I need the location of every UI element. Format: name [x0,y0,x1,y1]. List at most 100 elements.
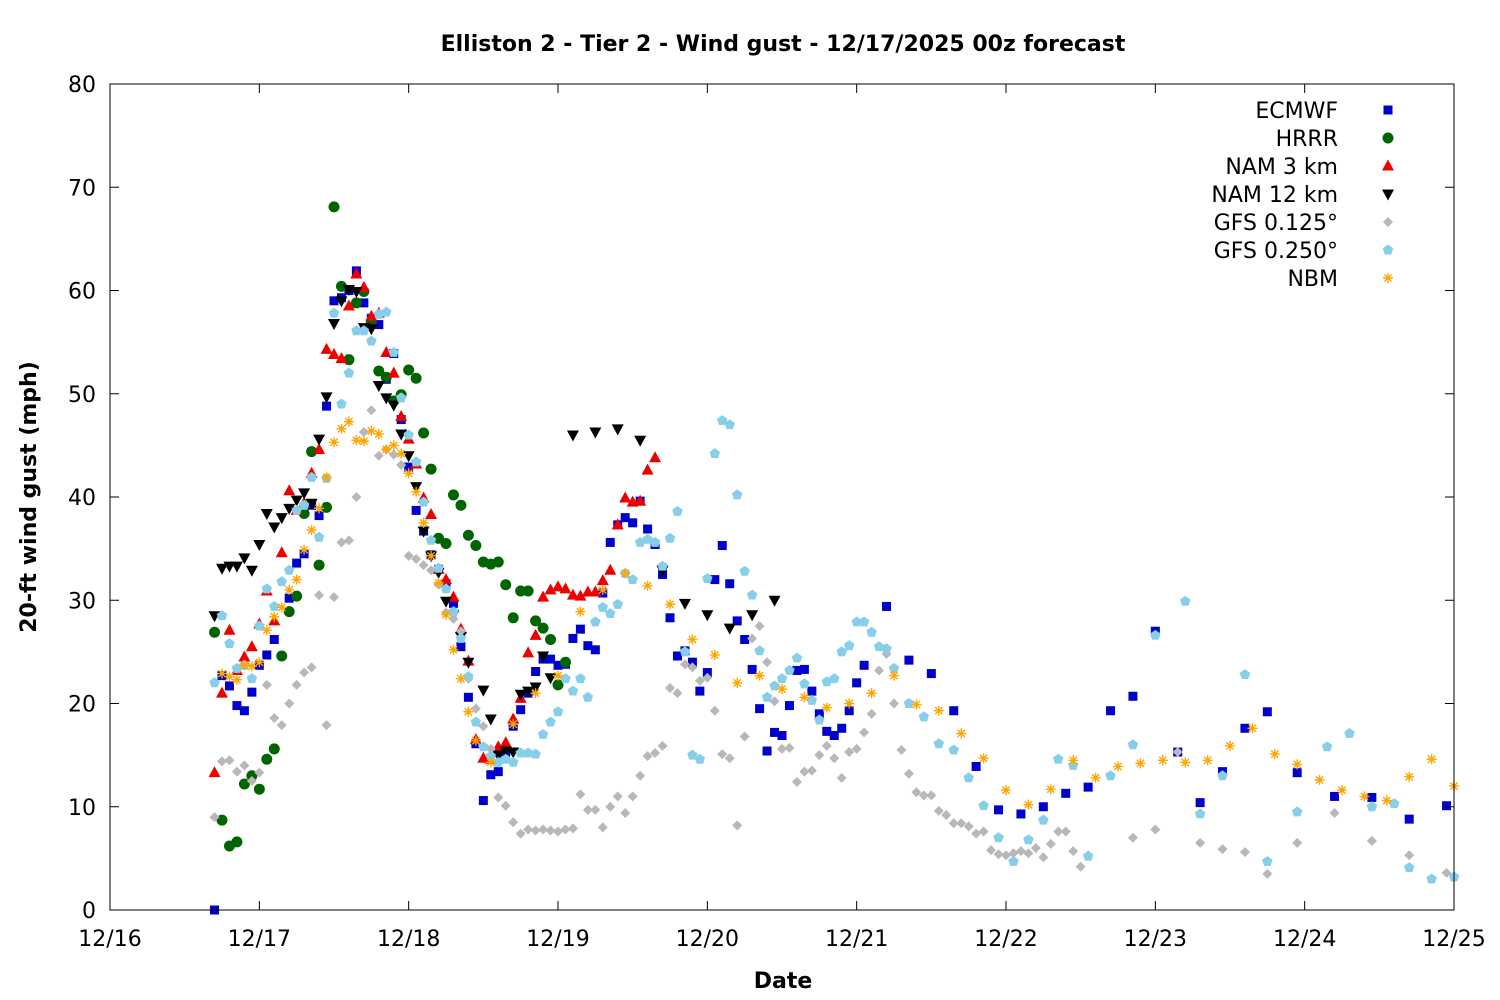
data-point [314,590,325,601]
data-point [762,746,772,756]
data-point [372,380,385,392]
data-point [1292,768,1302,778]
data-point [313,531,325,542]
data-point [1426,754,1437,765]
data-point [709,649,720,660]
data-point [298,508,310,520]
data-point [605,608,616,619]
data-point [292,558,302,568]
legend-label-hrrr: HRRR [1276,127,1338,152]
data-point [350,267,363,279]
data-point [224,671,235,682]
data-point [320,392,333,404]
data-point [807,686,817,696]
data-point [336,423,347,434]
data-point [589,427,602,439]
data-point [336,537,347,548]
data-point [261,679,272,690]
data-point [575,789,586,800]
data-point [687,749,698,760]
data-point [507,747,520,759]
data-point [1337,785,1347,796]
data-point [455,673,466,684]
data-point [948,744,959,755]
data-point [328,348,340,360]
series-nam-3-km [208,267,662,778]
data-point [224,755,235,766]
data-point [1321,741,1333,752]
data-point [508,719,519,730]
legend-label-ecmwf: ECMWF [1255,99,1338,124]
y-tick-label: 70 [68,176,96,201]
x-axis-label: Date [754,969,813,994]
data-point [478,721,489,732]
data-point [963,772,974,783]
data-point [529,628,542,640]
data-point [411,486,422,497]
data-point [678,598,691,610]
data-point [306,446,318,458]
data-point [485,757,496,768]
data-point [238,778,250,790]
y-tick-label: 80 [68,73,96,98]
data-point [710,575,720,585]
data-point [223,623,236,635]
data-point [283,484,296,496]
data-point [724,753,735,764]
data-point [665,613,675,623]
data-point [269,712,280,723]
data-point [1262,855,1273,866]
data-point [492,750,505,762]
data-point [486,770,496,780]
data-point [837,723,847,733]
data-point [448,606,459,617]
data-point [440,537,452,549]
legend-label-nbm: NBM [1287,267,1338,292]
data-point [529,682,542,694]
data-point [508,817,519,828]
data-point [358,436,369,447]
data-point [822,726,832,736]
data-point [881,643,892,654]
data-point [216,563,228,575]
data-point [514,689,527,701]
data-point [283,564,295,575]
data-point [545,825,556,836]
data-point [739,731,750,742]
x-tick-label: 12/18 [377,927,440,952]
data-point [1068,755,1079,766]
data-point [1262,707,1272,717]
data-point [254,767,265,778]
data-point [627,574,638,585]
y-tick-label: 10 [68,796,96,821]
data-point [418,560,429,571]
data-point [455,626,466,637]
data-point [799,678,810,689]
data-point [230,561,243,573]
data-point [322,401,332,411]
data-point [321,472,332,483]
data-point [739,565,750,576]
data-point [426,550,437,561]
data-point [374,320,384,330]
data-point [799,692,810,703]
data-point [343,367,355,378]
data-point [1038,852,1049,863]
data-point [926,790,937,801]
data-point [291,679,302,690]
data-point [791,776,802,787]
data-point [694,675,705,686]
data-point [724,419,735,430]
data-point [777,743,787,754]
data-point [335,280,347,292]
data-point [418,496,429,507]
data-point [1442,801,1452,811]
data-point [986,845,997,856]
data-point [732,677,743,688]
data-point [1359,791,1370,802]
data-point [702,672,713,683]
data-point [537,622,549,634]
data-point [971,761,981,771]
data-point [351,325,362,336]
data-point [269,600,280,611]
